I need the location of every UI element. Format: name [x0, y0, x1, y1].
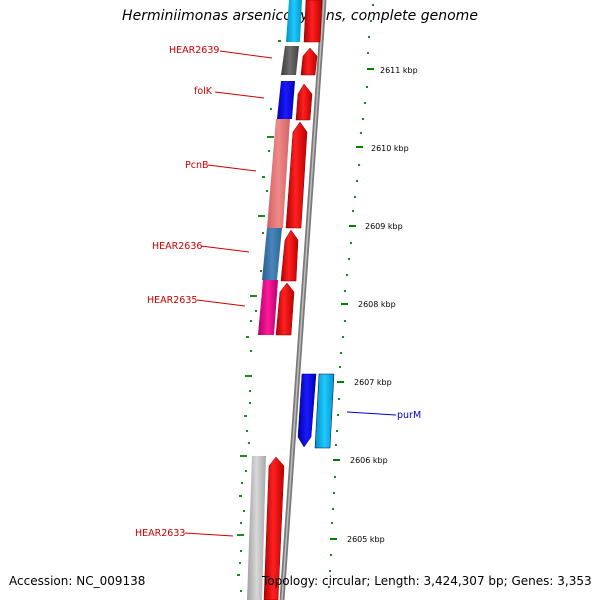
gene-arrow-hear2633-red[interactable]	[263, 456, 285, 600]
gene-arrow-hear2636-red[interactable]	[280, 229, 299, 282]
gene-arrow-pcnb-red[interactable]	[285, 121, 308, 229]
scale-tick-label: 2605 kbp	[347, 535, 385, 544]
gene-block-folk[interactable]	[277, 81, 295, 119]
major-ticks	[330, 68, 374, 540]
scale-tick-label: 2607 kbp	[354, 378, 392, 387]
outer-ruler	[328, 4, 374, 588]
gene-block-hear2635[interactable]	[258, 280, 278, 335]
genome-backbone-highlight	[281, 0, 325, 600]
gene-label-hear2639[interactable]: HEAR2639	[169, 45, 219, 56]
scale-tick-label: 2606 kbp	[350, 456, 388, 465]
gene-label-folk[interactable]: folK	[194, 86, 213, 97]
scale-tick-label: 2609 kbp	[365, 222, 403, 231]
gene-arrow-top-red[interactable]	[303, 0, 323, 43]
gene-block-top-cyan[interactable]	[286, 0, 302, 42]
gene-label-pcnb[interactable]: PcnB	[185, 160, 209, 171]
gene-label-hear2636[interactable]: HEAR2636	[152, 241, 202, 252]
gene-block-hear2639[interactable]	[281, 46, 299, 75]
label-leaders	[184, 50, 273, 537]
accession-label: Accession: NC_009138	[9, 574, 146, 588]
purm-leader	[346, 411, 397, 416]
scale-tick-label: 2608 kbp	[358, 300, 396, 309]
gene-arrow-folk-red[interactable]	[295, 83, 313, 121]
topology-label: Topology: circular; Length: 3,424,307 bp…	[262, 574, 592, 588]
forward-strand-genes	[263, 0, 323, 600]
gene-arrow-hear2639-red[interactable]	[300, 47, 318, 76]
scale-tick-label: 2610 kbp	[371, 144, 409, 153]
reverse-strand-genes	[247, 0, 302, 600]
gene-arrow-hear2635-red[interactable]	[275, 282, 295, 336]
inner-ruler	[237, 40, 281, 592]
gene-label-hear2633[interactable]: HEAR2633	[135, 528, 185, 539]
purm-genes	[297, 373, 335, 449]
gene-block-pcnb[interactable]	[267, 119, 290, 228]
scale-tick-label: 2611 kbp	[380, 66, 418, 75]
gene-label-hear2635[interactable]: HEAR2635	[147, 295, 197, 306]
gene-label-purm[interactable]: purM	[397, 410, 421, 421]
gene-block-hear2633[interactable]	[247, 456, 266, 600]
gene-arrow-purm-blue[interactable]	[297, 373, 317, 448]
gene-block-hear2636[interactable]	[262, 228, 282, 280]
gene-block-purm-cyan[interactable]	[314, 373, 335, 449]
